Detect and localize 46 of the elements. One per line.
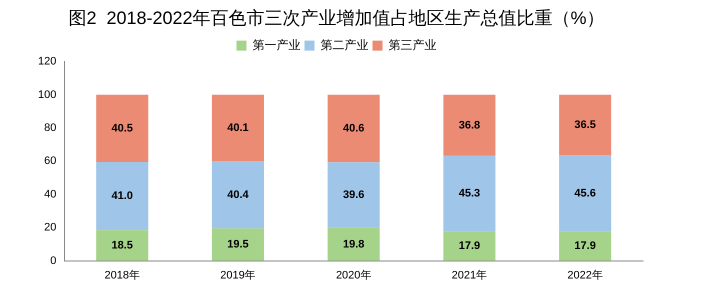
y-tick-label: 40 — [44, 188, 56, 200]
y-tick-label: 0 — [50, 254, 56, 267]
data-label: 17.9 — [458, 240, 480, 252]
bar — [96, 230, 148, 261]
data-label: 45.3 — [458, 188, 480, 200]
bar — [96, 162, 148, 230]
legend-label: 第三产业 — [388, 38, 436, 52]
data-label: 41.0 — [112, 190, 133, 202]
bar — [212, 94, 264, 162]
bar — [212, 161, 264, 228]
bar — [212, 228, 264, 261]
legend-label: 第一产业 — [252, 38, 300, 52]
x-tick-label: 2022年 — [567, 269, 603, 282]
y-tick-label: 20 — [44, 222, 56, 234]
data-label: 18.5 — [112, 239, 133, 252]
bar — [559, 155, 612, 232]
data-label: 39.6 — [342, 189, 364, 202]
bar — [443, 231, 496, 261]
data-label: 40.1 — [227, 122, 249, 134]
y-tick-label: 100 — [38, 88, 56, 101]
bar — [443, 156, 496, 232]
chart-title: 图2 2018-2022年百色市三次产业增加值占地区生产总值比重（%） — [68, 8, 605, 28]
data-label: 19.5 — [227, 238, 249, 251]
y-tick-label: 120 — [38, 56, 56, 68]
x-tick-label: 2018年 — [104, 269, 140, 282]
legend-label: 第二产业 — [320, 38, 368, 52]
bar — [443, 94, 496, 156]
x-tick-label: 2020年 — [336, 269, 372, 282]
data-label: 17.9 — [574, 240, 596, 252]
x-tick-label: 2021年 — [452, 269, 488, 282]
data-label: 45.6 — [574, 187, 596, 200]
bar — [559, 94, 612, 156]
bar — [328, 228, 380, 261]
bar — [559, 231, 612, 261]
y-tick-label: 60 — [44, 155, 56, 168]
bar — [96, 94, 148, 162]
y-tick-label: 80 — [44, 122, 56, 134]
x-tick-label: 2019年 — [220, 269, 256, 282]
data-label: 36.8 — [458, 119, 480, 132]
data-label: 19.8 — [342, 238, 364, 250]
data-label: 36.5 — [574, 119, 596, 132]
data-label: 40.4 — [227, 188, 250, 201]
data-label: 40.6 — [342, 122, 364, 135]
data-label: 40.5 — [112, 122, 133, 134]
bar — [328, 94, 380, 162]
bar — [328, 162, 380, 228]
